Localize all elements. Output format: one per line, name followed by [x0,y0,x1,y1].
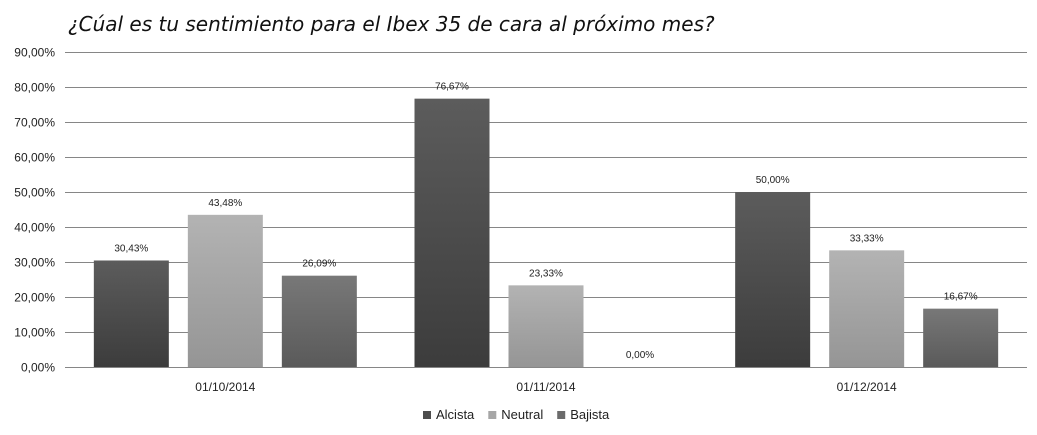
bar-neutral [508,285,584,367]
y-tick-label: 70,00% [14,116,55,130]
y-tick-label: 60,00% [14,151,55,165]
y-tick-label: 40,00% [14,221,55,235]
legend-label: Neutral [501,407,543,422]
bar-alcista [414,98,490,367]
data-label: 0,00% [626,350,654,361]
category-label: 01/12/2014 [837,380,897,394]
bar-bajista [923,308,999,367]
data-label: 16,67% [944,292,978,303]
y-tick-label: 10,00% [14,326,55,340]
x-axis-categories: 01/10/2014 01/11/2014 01/12/2014 [195,380,897,394]
category-label: 01/11/2014 [516,380,575,394]
y-tick-label: 20,00% [14,291,55,305]
legend-label: Bajista [570,407,610,422]
bar-neutral [829,250,905,367]
legend-swatch [423,411,431,419]
data-label: 23,33% [529,268,563,279]
data-label: 43,48% [208,198,242,209]
y-tick-label: 50,00% [14,186,55,200]
bar-neutral [187,214,263,367]
legend-swatch [557,411,566,419]
legend-swatch [488,411,497,419]
bar-alcista [93,260,169,367]
data-label: 76,67% [435,82,469,93]
y-tick-label: 0,00% [21,361,55,375]
data-label: 26,09% [302,259,336,270]
chart-title: ¿Cúal es tu sentimiento para el Ibex 35 … [68,12,715,36]
data-label: 50,00% [756,175,790,186]
legend-label: Alcista [436,407,475,422]
category-label: 01/10/2014 [195,380,255,394]
bar-alcista [735,192,811,367]
data-label: 33,33% [850,233,884,244]
y-tick-label: 90,00% [14,46,55,60]
y-tick-label: 30,00% [14,256,55,270]
y-axis-ticks: 0,00% 10,00% 20,00% 30,00% 40,00% 50,00% 60,00… [14,46,55,375]
data-labels: 30,43% 43,48% 26,09% 76,67% 23,33% 0,00% 50,00… [114,82,977,361]
legend: Alcista Neutral Bajista [423,407,610,422]
data-label: 30,43% [114,243,148,254]
bar-bajista [281,275,357,367]
y-tick-label: 80,00% [14,81,55,95]
bars [93,98,999,367]
